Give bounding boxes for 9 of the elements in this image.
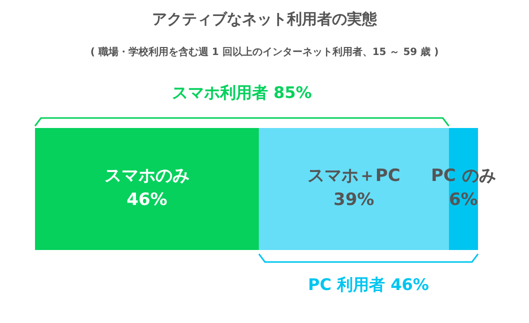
data-label: 6% [448,190,478,210]
chart-subtitle: ( 職場・学校利用を含む週 1 回以上のインターネット利用者、15 ～ 59 歳 ) [90,46,439,58]
data-label: 46% [126,190,168,210]
chart-title: アクティブなネット利用者の実態 [152,10,378,28]
text: スマホ利用者 85% [172,83,312,102]
series-label: スマホのみ [104,166,190,186]
text: PC 利用者 46% [308,275,429,294]
data-label: 39% [334,190,374,210]
series-label: スマホ＋PC [307,166,400,186]
